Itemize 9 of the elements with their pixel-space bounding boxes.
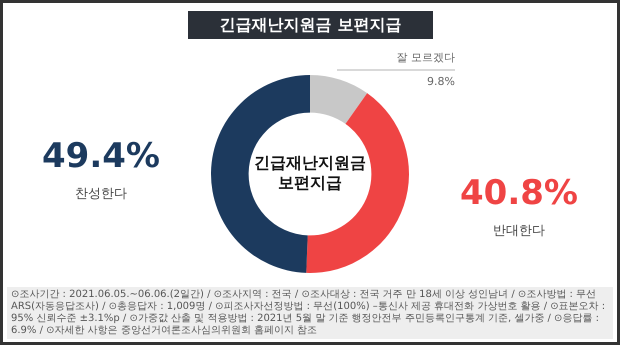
data-label: 40.8% — [460, 172, 578, 213]
text: ⊙조사기간 : 2021.06.05.~06.06.(2일간) / ⊙조사지역 : 전국 / ⊙조사대상 : 전국 거주 만 18세 이상 성인남녀 / ⊙조사방법 : 무선 ARS(자동응답조사) / ⊙총응답자 : 1,009명 / ⊙피조사자선정방법 : 무선(100%) –통신사 제공 휴대전화 가상번호 활용 / ⊙표본오차 : 95% 신뢰수준 ±3.1%p / ⊙가중값 산출 및 적용방법 : 2021년 5월 말 기준 행정안전부 주민등록인구통계 기준, 셀가중 / ⊙응답률 : 6.9% / ⊙자세한 사항은 중앙선거여론조사심의위원회 홈페이지 참조 — [7, 287, 613, 339]
data-label: 49.4% — [42, 136, 160, 176]
slice-label: 반대한다 — [493, 223, 545, 238]
slice-label: 찬성한다 — [75, 186, 127, 202]
data-label: 9.8% — [427, 74, 455, 88]
text: 긴급재난지원금 보편지급 — [254, 153, 366, 192]
chart-title: 긴급재난지원금 보편지급 — [188, 11, 433, 39]
slice-label: 잘 모르겠다 — [396, 50, 455, 64]
